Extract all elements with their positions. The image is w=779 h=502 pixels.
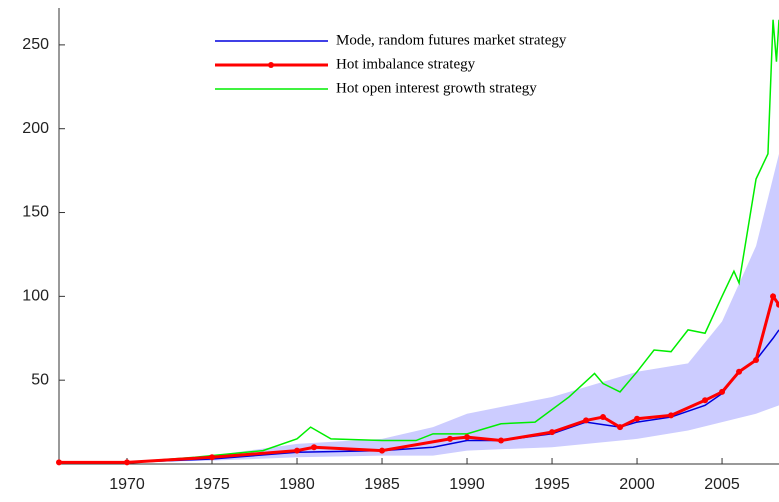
point bbox=[498, 437, 505, 444]
legend-marker bbox=[268, 62, 274, 68]
point bbox=[753, 357, 760, 364]
point bbox=[464, 434, 471, 441]
series-line bbox=[59, 19, 779, 464]
point bbox=[379, 447, 386, 454]
x-tick-label: 1995 bbox=[534, 476, 570, 493]
point bbox=[583, 417, 590, 424]
point bbox=[719, 388, 726, 395]
legend-label: Hot open interest growth strategy bbox=[336, 80, 537, 96]
point bbox=[549, 429, 556, 436]
x-tick-label: 1970 bbox=[109, 476, 145, 493]
y-tick-label: 200 bbox=[22, 120, 49, 137]
point bbox=[770, 293, 777, 300]
x-tick-label: 1980 bbox=[279, 476, 315, 493]
point bbox=[447, 435, 454, 442]
legend-label: Mode, random futures market strategy bbox=[336, 32, 567, 48]
point bbox=[702, 397, 709, 404]
point bbox=[736, 368, 743, 375]
y-tick-label: 100 bbox=[22, 288, 49, 305]
point bbox=[634, 415, 641, 422]
legend-label: Hot imbalance strategy bbox=[336, 56, 476, 72]
x-tick-label: 2000 bbox=[619, 476, 655, 493]
x-tick-label: 1990 bbox=[449, 476, 485, 493]
y-tick-label: 150 bbox=[22, 204, 49, 221]
point bbox=[56, 459, 62, 466]
x-tick-label: 1975 bbox=[194, 476, 230, 493]
x-tick-label: 1985 bbox=[364, 476, 400, 493]
x-tick-label: 2005 bbox=[704, 476, 740, 493]
point bbox=[209, 454, 216, 461]
point bbox=[294, 447, 301, 454]
point bbox=[668, 412, 675, 419]
point bbox=[124, 459, 131, 466]
range-band bbox=[59, 153, 779, 463]
point bbox=[311, 444, 318, 451]
point bbox=[617, 424, 624, 431]
y-tick-label: 50 bbox=[31, 371, 49, 388]
point bbox=[600, 414, 607, 421]
y-tick-label: 250 bbox=[22, 36, 49, 53]
point bbox=[776, 301, 779, 308]
